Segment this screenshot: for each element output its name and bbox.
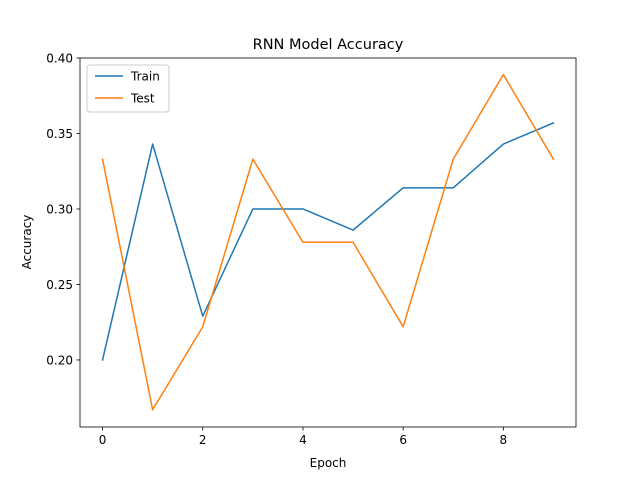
y-tick-label: 0.20 [46,353,73,367]
legend: Train Test [86,64,170,113]
legend-label-train: Train [130,69,160,83]
x-tick-label: 6 [399,433,407,447]
series-line-train [101,121,555,361]
x-tick-label: 0 [99,433,107,447]
y-tick-label: 0.25 [46,278,73,292]
plot-area: 0 2 4 6 8 0.20 0.25 0.30 0.35 0.40 [46,51,577,447]
y-tick-label: 0.40 [46,51,73,65]
y-tick-label: 0.30 [46,202,73,216]
chart-title: RNN Model Accuracy [253,37,404,53]
x-tick-label: 4 [299,433,307,447]
x-tick-label: 8 [500,433,508,447]
series-line-test [101,73,555,411]
legend-label-test: Test [130,91,155,105]
x-tick-label: 2 [199,433,207,447]
y-axis-label: Accuracy [20,215,34,270]
x-axis-label: Epoch [310,456,347,470]
axes-frame [79,57,577,428]
y-tick-label: 0.35 [46,127,73,141]
